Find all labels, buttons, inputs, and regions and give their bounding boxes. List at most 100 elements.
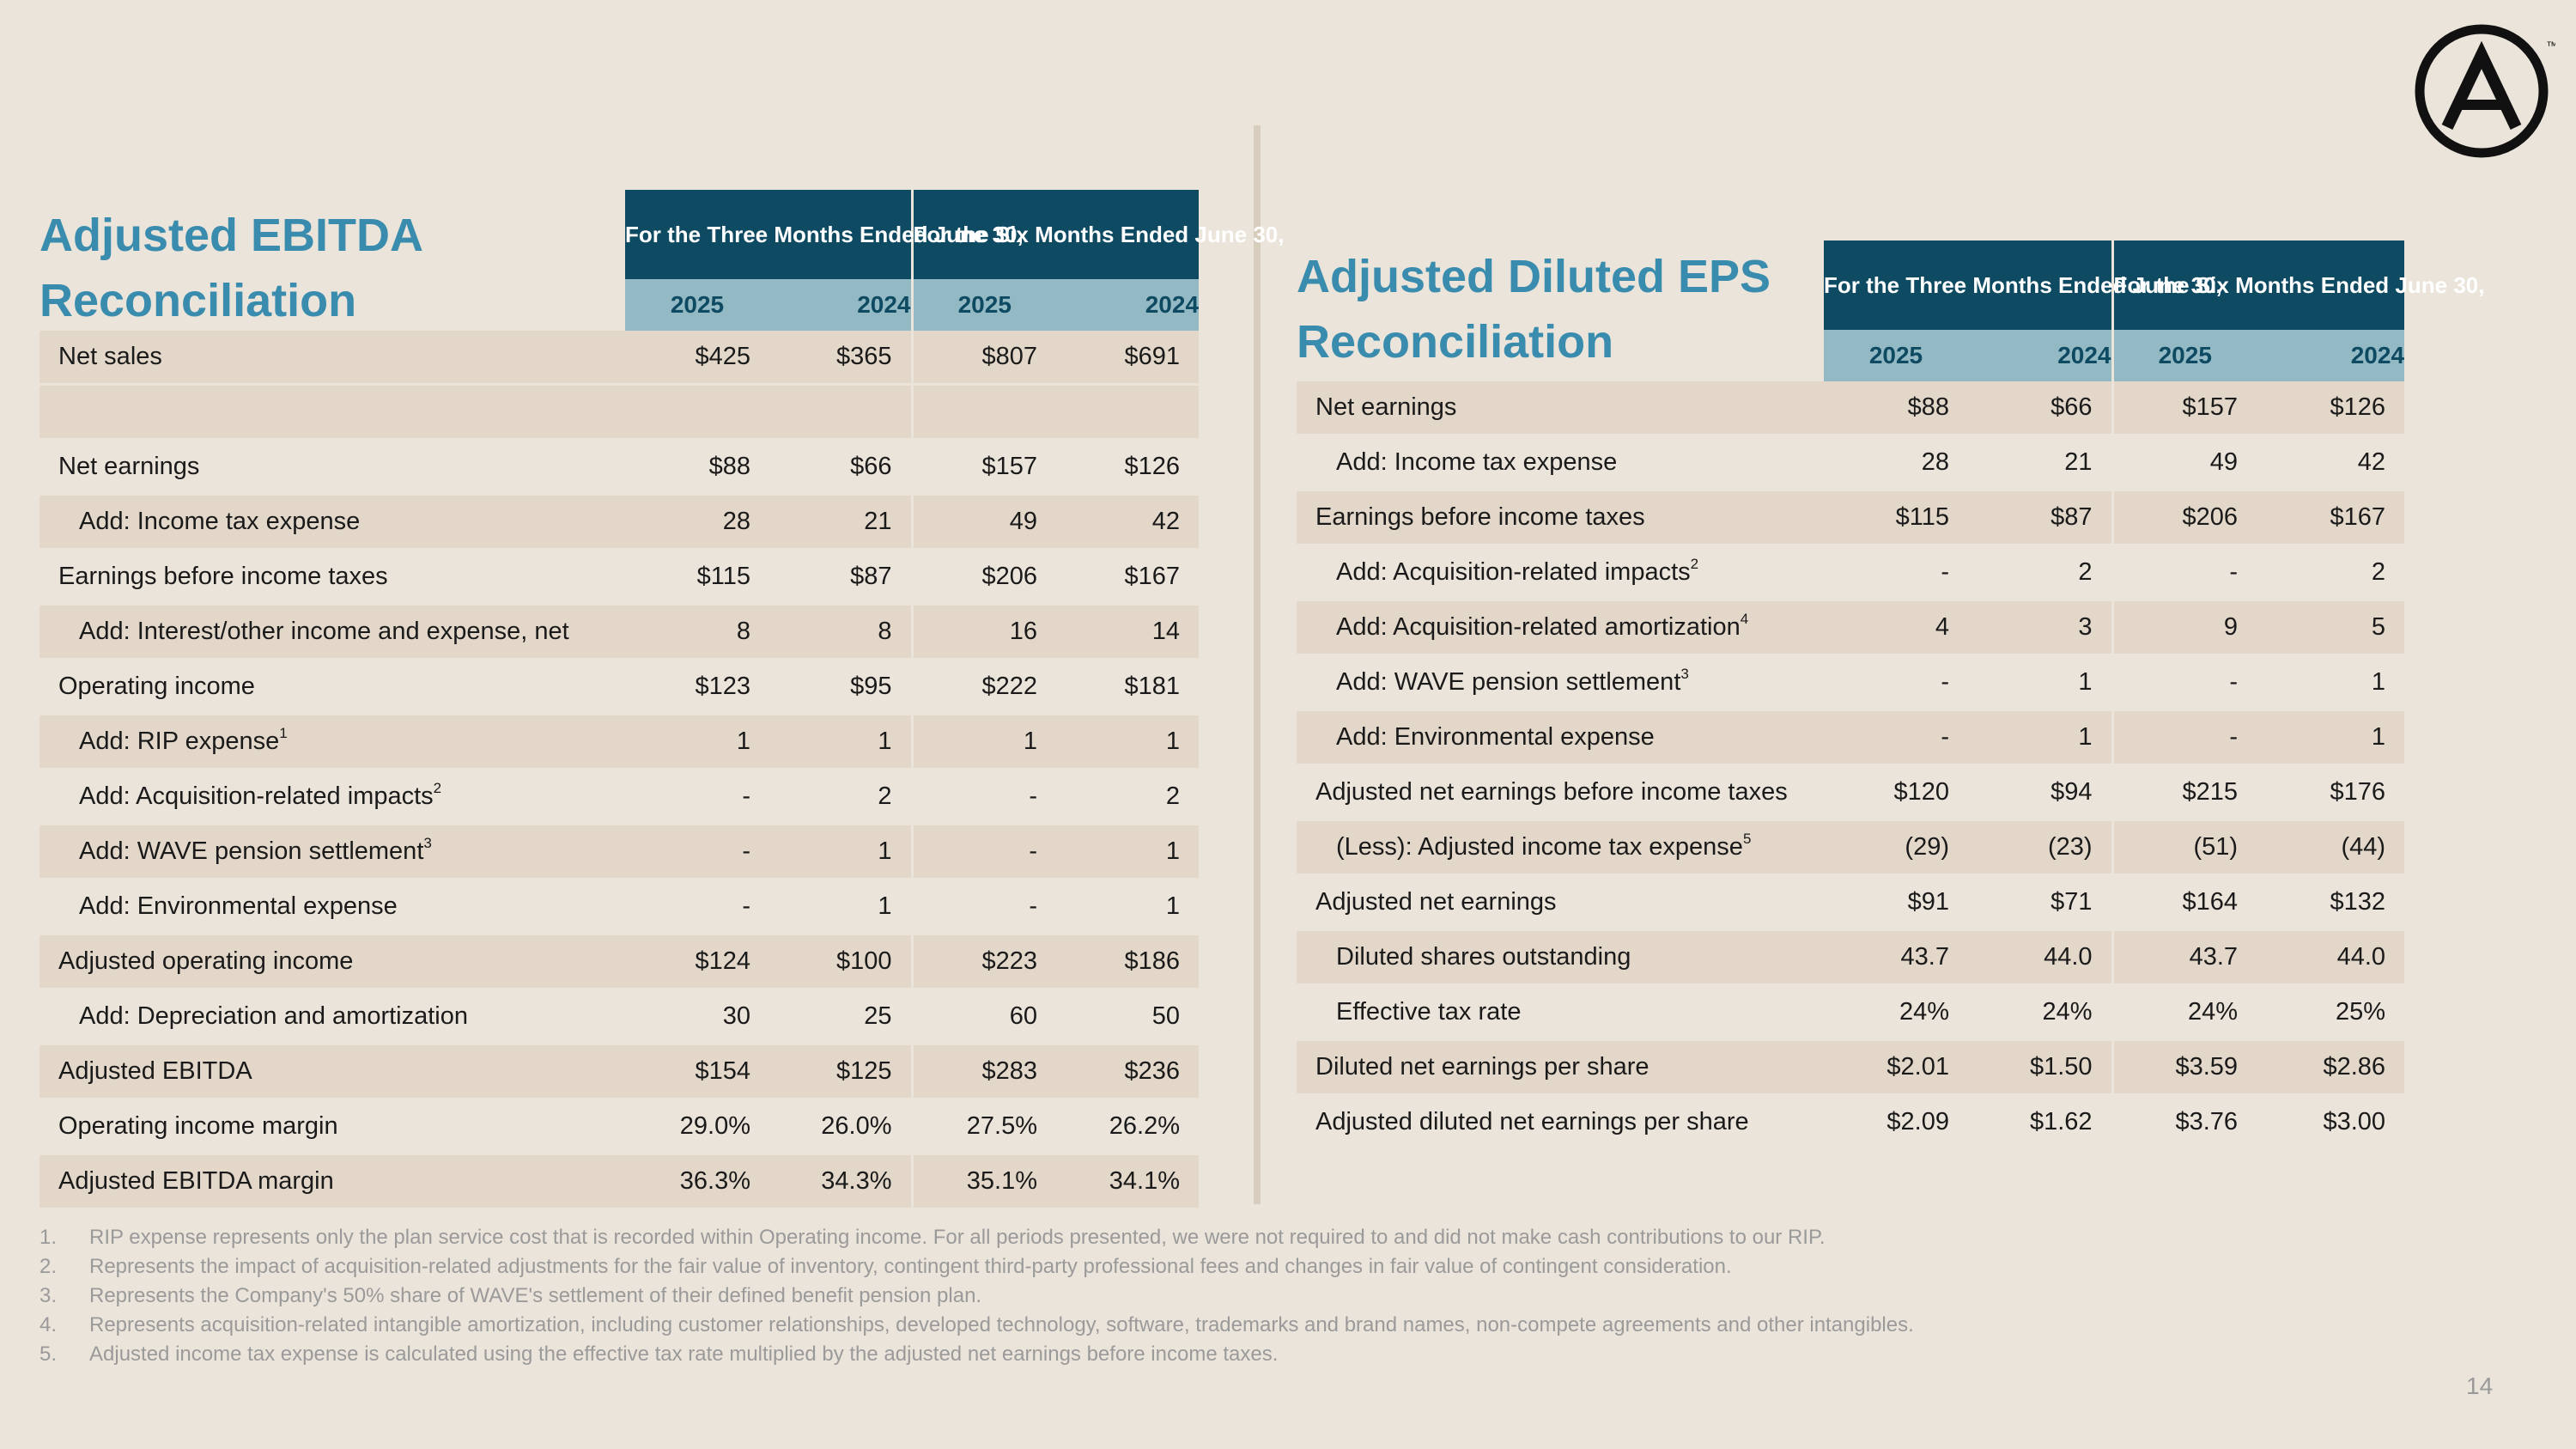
row-value: $167 [1056,549,1200,606]
footnote-ref: 3 [1680,666,1689,683]
table-row: Add: Interest/other income and expense, … [39,604,1200,661]
footnote-text: Adjusted income tax expense is calculate… [89,1342,1279,1366]
footnote-text: RIP expense represents only the plan ser… [89,1226,1826,1249]
table-row: Diluted shares outstanding 43.7 44.0 43.7 44… [1297,929,2405,986]
row-value: - [625,879,769,935]
row-value: - [1824,709,1968,766]
row-value: $126 [2257,381,2405,436]
row-value: $164 [2112,874,2257,931]
row-value: $66 [1968,381,2114,436]
row-value: $206 [912,549,1057,606]
row-value: 50 [1056,989,1200,1045]
row-value: 9 [2112,600,2257,656]
row-value: $125 [769,1044,914,1100]
row-label: Adjusted net earnings [1297,874,1824,931]
row-value: $157 [2112,381,2257,436]
row-value: 21 [1968,435,2114,491]
ebitda-title: Adjusted EBITDA Reconciliation [39,203,589,333]
table-row: Adjusted diluted net earnings per share $… [1297,1094,2405,1151]
row-value: $3.59 [2112,1039,2257,1096]
row-label: Net earnings [39,439,625,496]
table-row: Adjusted EBITDA $154 $125 $283 $236 [39,1044,1200,1100]
table-row: Add: Income tax expense 28 21 49 42 [39,494,1200,551]
row-value: $2.01 [1824,1039,1968,1096]
table-row: Diluted net earnings per share $2.01 $1.50… [1297,1039,2405,1096]
row-value: 1 [769,824,914,880]
row-value: 1 [912,714,1057,770]
footnotes-list: 1. RIP expense represents only the plan s… [39,1223,2358,1369]
row-value: 26.2% [1056,1099,1200,1155]
row-value: $167 [2257,490,2405,546]
row-value: $365 [769,331,914,386]
footnote-ref: 2 [1690,556,1699,573]
ebitda-period-three-months: For the Three Months Ended June 30, [625,190,1024,279]
eps-year-header: 2024 [1968,330,2114,381]
row-value: 1 [769,714,914,770]
row-value: $223 [912,934,1057,990]
footnote-ref: 2 [433,780,442,797]
table-row: Add: Acquisition-related impacts2-2-2 [39,769,1200,825]
row-value: $100 [769,934,914,990]
row-value: 44.0 [2257,929,2405,986]
row-value: 25% [2257,984,2405,1041]
row-value: 1 [1968,654,2114,711]
row-value: $115 [1824,490,1968,546]
ebitda-period-six-months: For the Six Months Ended June 30, [912,190,1284,279]
row-value: (51) [2112,819,2257,876]
row-value: $88 [1824,381,1968,436]
row-value: 2 [1968,545,2114,601]
row-value: $283 [912,1044,1057,1100]
table-row: Add: WAVE pension settlement3-1-1 [39,824,1200,880]
row-label: Diluted shares outstanding [1297,929,1824,986]
table-row: Operating income margin 29.0% 26.0% 27.5% 26… [39,1099,1200,1155]
row-value: $186 [1056,934,1200,990]
table-row: Earnings before income taxes $115 $87 $206 $… [1297,490,2405,546]
eps-period-six-months: For the Six Months Ended June 30, [2112,240,2484,330]
row-label: Earnings before income taxes [1297,490,1824,546]
eps-year-header: 2025 [1824,330,1968,381]
row-value: 43.7 [1824,929,1968,986]
row-value: 1 [625,714,769,770]
table-row: Adjusted net earnings $91 $71 $164 $132 [1297,874,2405,931]
table-row: Add: Income tax expense 28 21 49 42 [1297,435,2405,491]
table-row: Net earnings $88 $66 $157 $126 [1297,381,2405,436]
row-value: 2 [1056,769,1200,825]
row-value: 1 [1056,714,1200,770]
row-value: 16 [912,604,1057,661]
ebitda-title-line2: Reconciliation [39,275,357,326]
table-row: Add: Acquisition-related amortization4 4 3… [1297,600,2405,656]
footnote-text: Represents acquisition-related intangibl… [89,1313,1914,1336]
footnote-item: 5. Adjusted income tax expense is calcula… [39,1340,2358,1369]
row-label: Net sales [39,331,625,386]
row-value: $124 [625,934,769,990]
row-label: Add: Acquisition-related amortization4 [1297,600,1824,656]
row-value: - [1824,654,1968,711]
row-value: 29.0% [625,1099,769,1155]
vertical-divider [1254,125,1261,1204]
row-value: - [2112,654,2257,711]
row-value: 36.3% [625,1154,769,1210]
table-row: Effective tax rate 24% 24% 24% 25% [1297,984,2405,1041]
table-row: Add: Environmental expense -1-1 [1297,709,2405,766]
row-label: Add: Environmental expense [1297,709,1824,766]
row-value: $66 [769,439,914,496]
row-value: (29) [1824,819,1968,876]
footnote-ref: 4 [1740,611,1749,628]
table-row: Net earnings $88 $66 $157 $126 [39,439,1200,496]
row-value: 5 [2257,600,2405,656]
row-value: 28 [625,494,769,551]
row-value: 35.1% [912,1154,1057,1210]
row-value: 21 [769,494,914,551]
footnote-number: 1. [39,1226,58,1249]
row-value: 49 [912,494,1057,551]
row-value: $88 [625,439,769,496]
eps-title-line1: Adjusted Diluted EPS [1297,251,1771,302]
row-value: - [912,769,1057,825]
row-value: 34.1% [1056,1154,1200,1210]
table-row: Operating income $123 $95 $222 $181 [39,659,1200,715]
row-label: Adjusted net earnings before income taxe… [1297,764,1824,821]
row-label: Add: Depreciation and amortization [39,989,625,1045]
row-value: - [2112,545,2257,601]
footnote-ref: 1 [279,725,288,742]
spacer-row [39,384,1200,441]
